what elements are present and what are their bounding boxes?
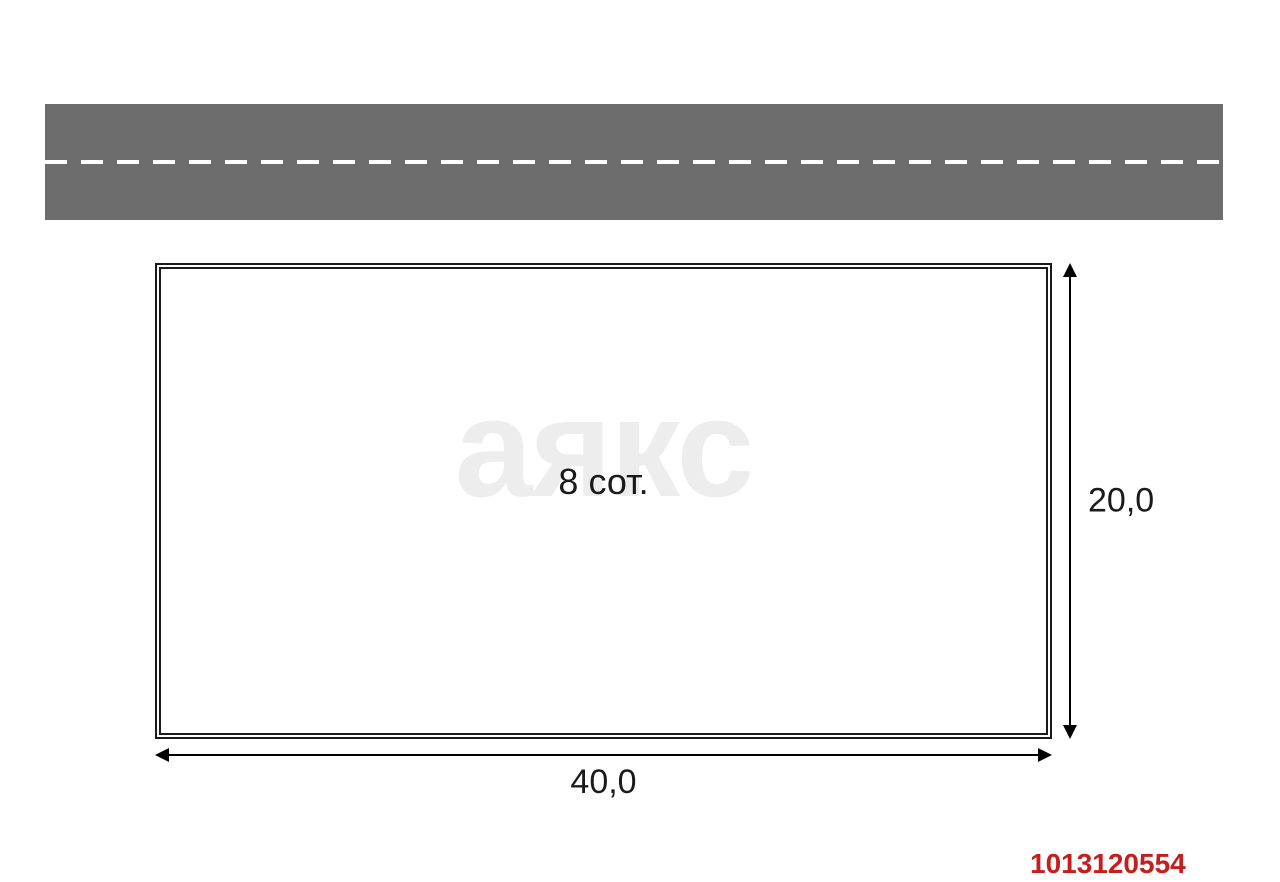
plot-rectangle: аякс 8 сот. [155, 263, 1052, 739]
dim-width-arrow-right [1038, 748, 1052, 762]
dim-height-line [1069, 277, 1071, 725]
road-centerline [45, 160, 1223, 164]
dim-height-arrow-bottom [1063, 725, 1077, 739]
dim-height-label: 20,0 [1088, 482, 1154, 521]
dim-height-arrow-top [1063, 263, 1077, 277]
dim-width-line [169, 754, 1038, 756]
plot-area-label: 8 сот. [558, 461, 648, 503]
dim-width-label: 40,0 [570, 763, 636, 802]
dim-width-arrow-left [155, 748, 169, 762]
reference-number: 1013120554 [1030, 848, 1186, 880]
